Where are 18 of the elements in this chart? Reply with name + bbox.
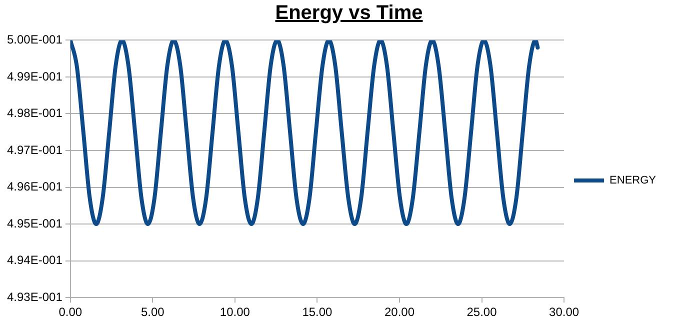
x-tick-label: 30.00 [549,305,580,320]
x-tick-label: 10.00 [220,305,250,320]
x-tick-label: 25.00 [466,305,498,320]
x-tick-label: 20.00 [384,305,415,320]
y-tick-label: 4.94E-001 [6,253,63,268]
y-tick-label: 4.93E-001 [6,290,63,304]
y-tick-label: 4.98E-001 [6,106,63,120]
x-tick-label: 15.00 [302,305,333,320]
x-tick-label: 5.00 [140,305,165,320]
x-tick-label: 0.00 [58,305,82,320]
y-tick-label: 4.96E-001 [6,180,63,194]
line-series [70,40,540,226]
y-tick-label: 4.95E-001 [6,216,63,230]
y-tick-label: 4.97E-001 [6,142,63,157]
legend-label: ENERGY [610,174,657,187]
y-tick-label: 4.99E-001 [6,69,63,84]
y-tick-label: 5.00E-001 [6,32,63,47]
chart-title: Energy vs Time [274,1,424,26]
